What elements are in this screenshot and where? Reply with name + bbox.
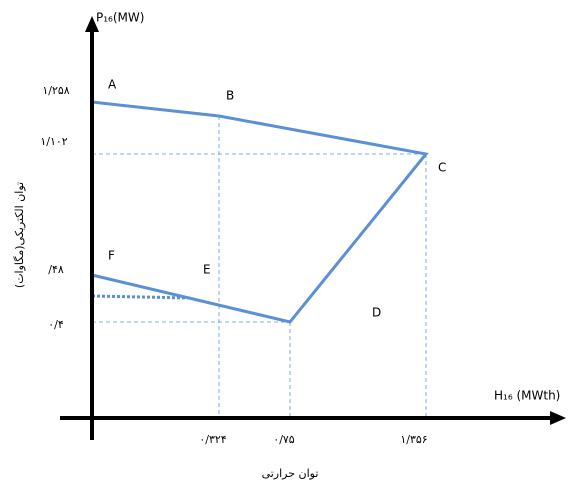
x-axis-title: H₁₆ (MWth) bbox=[494, 389, 560, 403]
x-tick-label: ۱/۳۵۶ bbox=[400, 433, 427, 446]
axes bbox=[60, 16, 566, 440]
y-axis-title: P₁₆(MW) bbox=[96, 11, 144, 25]
y-tick-label: ۱/۱۰۲ bbox=[40, 135, 67, 148]
x-tick-label: ۰/۳۲۴ bbox=[199, 433, 226, 446]
y-tick-label: ۱/۲۵۸ bbox=[42, 84, 69, 97]
y-tick-label: ۰/۴ bbox=[48, 318, 64, 331]
guide-lines bbox=[92, 116, 427, 418]
point-label: A bbox=[108, 78, 117, 92]
x-axis-label: توان حرارتی bbox=[262, 467, 319, 480]
y-axis-label: توان الکتریکی(مگاوات) bbox=[13, 182, 26, 288]
y-tick-label: /۴۸ bbox=[48, 263, 64, 276]
point-label: F bbox=[108, 249, 115, 263]
point-label: C bbox=[438, 161, 446, 175]
region-boundary bbox=[91, 100, 429, 324]
x-tick-label: ۰/۷۵ bbox=[273, 433, 295, 446]
point-label: E bbox=[203, 263, 211, 277]
point-label: D bbox=[372, 306, 381, 320]
point-label: B bbox=[226, 89, 234, 103]
